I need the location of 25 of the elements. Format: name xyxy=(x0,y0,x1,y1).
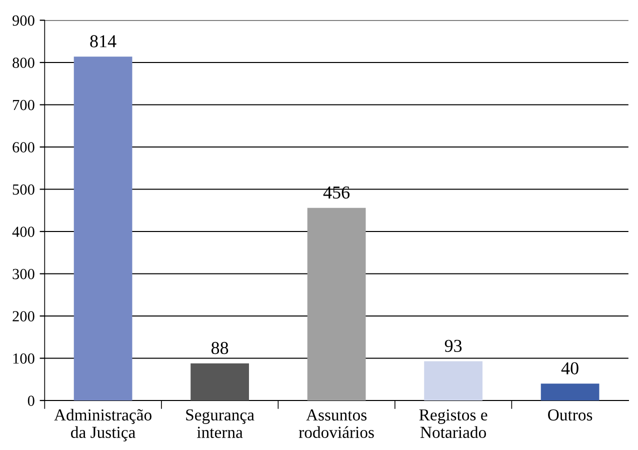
bar xyxy=(540,384,600,400)
y-tick-label: 700 xyxy=(13,100,34,110)
y-tick-label: 0 xyxy=(28,396,34,406)
y-tick-label: 300 xyxy=(12,268,34,280)
x-tick-label: Administração da Justiça xyxy=(54,408,152,442)
y-tick-label: 600 xyxy=(12,142,34,152)
x-tick-label: Outros xyxy=(548,409,592,421)
y-tick-label: 100 xyxy=(13,353,34,364)
y-tick-label: 900 xyxy=(12,15,34,26)
bar xyxy=(307,208,366,400)
data-label: 88 xyxy=(211,342,228,354)
x-tick-label: Assuntos rodoviários xyxy=(298,409,374,438)
bar xyxy=(424,361,482,400)
bar xyxy=(74,56,132,400)
x-tick-label: Segurança interna xyxy=(186,409,254,438)
data-label: 814 xyxy=(90,35,116,48)
y-tick-label: 500 xyxy=(12,184,34,195)
data-label: 40 xyxy=(561,362,578,374)
data-label: 456 xyxy=(323,186,350,199)
bar xyxy=(190,363,249,400)
y-tick-label: 800 xyxy=(12,58,34,68)
y-tick-label: 400 xyxy=(12,226,34,237)
y-tick-label: 200 xyxy=(12,311,34,322)
x-tick-label: Registos e Notariado xyxy=(419,409,488,438)
data-label: 93 xyxy=(444,340,462,352)
